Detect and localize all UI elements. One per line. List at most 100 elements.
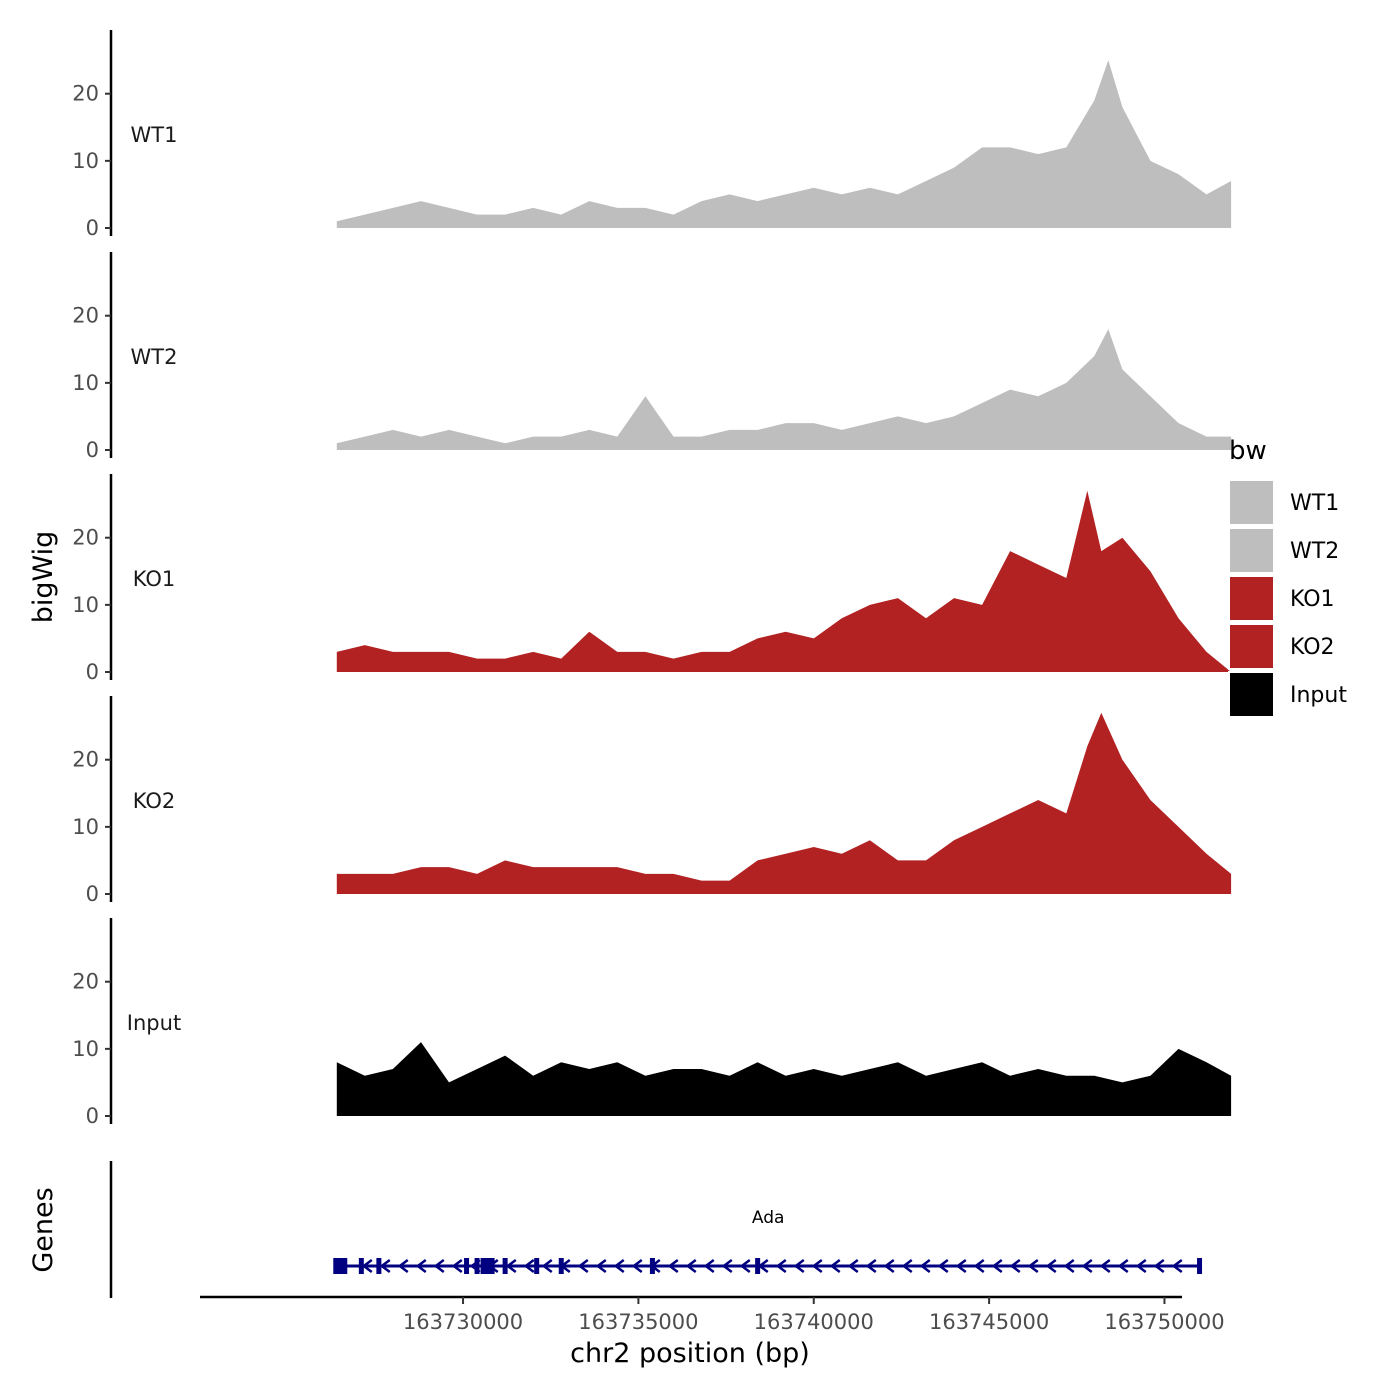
strand-arrow	[991, 1258, 1003, 1274]
strand-arrow	[1045, 1259, 1057, 1273]
exon-ada-10	[755, 1258, 761, 1274]
area-input	[336, 1042, 1232, 1116]
legend-label-wt2: WT2	[1290, 539, 1339, 564]
legend-swatch-wt2	[1228, 527, 1275, 574]
strand-arrow	[1009, 1259, 1021, 1273]
track-ko1: 0 10 20 KO1	[72, 474, 1232, 684]
strand-arrow	[1135, 1259, 1147, 1273]
strand-arrow	[1099, 1259, 1111, 1273]
strand-arrow	[1027, 1259, 1039, 1273]
legend-label-wt1: WT1	[1290, 491, 1339, 516]
exon-ada-5	[480, 1258, 495, 1274]
strand-arrow	[1081, 1259, 1093, 1273]
legend-label-ko1: KO1	[1290, 587, 1335, 612]
strand-arrow	[883, 1259, 895, 1273]
strand-arrow	[577, 1259, 589, 1273]
strand-arrow	[451, 1259, 463, 1273]
track-label-ko1: KO1	[133, 567, 176, 591]
x-tick-label-2: 163740000	[754, 1310, 874, 1334]
strand-arrow	[721, 1259, 733, 1273]
y-tick-label-ko2-20: 20	[72, 748, 99, 772]
y-tick-label-wt1-0: 0	[86, 216, 99, 240]
y-tick-label-wt2-0: 0	[86, 438, 99, 462]
x-tick-label-0: 163730000	[403, 1310, 523, 1334]
strand-arrow	[847, 1259, 859, 1273]
track-wt2: 0 10 20 WT2	[72, 252, 1232, 462]
exon-ada-9	[649, 1258, 655, 1274]
legend: bw WT1 WT2 KO1 KO2 Input	[1228, 436, 1347, 718]
exon-ada-8	[558, 1258, 564, 1274]
y-tick-label-ko2-10: 10	[72, 815, 99, 839]
area-ko1	[336, 490, 1232, 672]
y-tick-label-ko1-10: 10	[72, 593, 99, 617]
exon-ada-2	[376, 1258, 382, 1274]
exon-ada-0	[333, 1258, 348, 1274]
track-label-wt2: WT2	[131, 345, 178, 369]
strand-arrow	[973, 1259, 985, 1273]
x-axis: 163730000 163735000 163740000 163745000 1637…	[200, 1295, 1225, 1369]
strand-arrow	[1063, 1259, 1075, 1273]
strand-arrow	[775, 1259, 787, 1273]
exon-ada-11	[1197, 1258, 1203, 1274]
strand-arrow	[739, 1259, 751, 1273]
legend-swatch-wt1	[1228, 479, 1275, 526]
track-label-ko2: KO2	[133, 789, 176, 813]
track-wt1: 0 10 20 WT1	[72, 30, 1232, 240]
y-tick-label-input-20: 20	[72, 970, 99, 994]
strand-arrow	[523, 1259, 535, 1273]
y-tick-label-wt2-20: 20	[72, 304, 99, 328]
strand-arrow	[595, 1259, 607, 1273]
legend-swatch-input	[1228, 671, 1275, 718]
y-tick-label-input-10: 10	[72, 1037, 99, 1061]
x-tick-label-1: 163735000	[578, 1310, 698, 1334]
track-label-input: Input	[127, 1011, 181, 1035]
track-label-wt1: WT1	[131, 123, 178, 147]
strand-arrow	[685, 1259, 697, 1273]
legend-swatch-ko1	[1228, 575, 1275, 622]
exon-ada-3	[464, 1258, 470, 1274]
legend-swatch-ko2	[1228, 623, 1275, 670]
strand-arrow	[505, 1259, 517, 1273]
strand-arrow	[703, 1259, 715, 1273]
strand-arrow	[919, 1259, 931, 1273]
strand-arrow	[865, 1259, 877, 1273]
genes-panel-label: Genes	[28, 1187, 59, 1272]
track-ko2: 0 10 20 KO2	[72, 696, 1232, 906]
strand-arrow	[1153, 1259, 1165, 1273]
x-tick-label-3: 163745000	[929, 1310, 1049, 1334]
area-wt1	[336, 60, 1232, 228]
strand-arrow	[829, 1259, 841, 1273]
y-tick-label-wt1-20: 20	[72, 82, 99, 106]
strand-arrow	[667, 1259, 679, 1273]
strand-arrow	[793, 1259, 805, 1273]
area-wt2	[336, 329, 1232, 450]
legend-label-ko2: KO2	[1290, 635, 1335, 660]
strand-arrow	[901, 1259, 913, 1273]
y-tick-label-ko1-20: 20	[72, 526, 99, 550]
y-tick-label-wt2-10: 10	[72, 371, 99, 395]
strand-arrow	[1171, 1259, 1183, 1273]
tracks-group: 0 10 20 WT1 0 10 20 WT2 0 10 20 KO1 0 10 20 KO2 0 10 20 Inp…	[72, 30, 1232, 1128]
track-input: 0 10 20 Input	[72, 918, 1232, 1128]
area-ko2	[336, 712, 1232, 894]
y-tick-label-input-0: 0	[86, 1104, 99, 1128]
strand-arrow	[541, 1259, 553, 1273]
strand-arrow	[379, 1259, 391, 1273]
y-tick-label-ko2-0: 0	[86, 882, 99, 906]
y-axis-title: bigWig	[28, 531, 59, 624]
strand-arrow	[937, 1259, 949, 1273]
strand-arrow	[613, 1259, 625, 1273]
strand-arrow	[955, 1259, 967, 1273]
strand-arrow	[433, 1259, 445, 1273]
legend-label-input: Input	[1290, 683, 1347, 708]
strand-arrow	[1117, 1259, 1129, 1273]
y-tick-label-wt1-10: 10	[72, 149, 99, 173]
exon-ada-1	[358, 1258, 364, 1274]
strand-arrow	[631, 1259, 643, 1273]
exon-ada-7	[534, 1258, 540, 1274]
x-tick-label-4: 163750000	[1104, 1310, 1224, 1334]
x-axis-title: chr2 position (bp)	[570, 1338, 810, 1369]
exon-ada-6	[502, 1258, 508, 1274]
exon-ada-4	[474, 1258, 480, 1274]
